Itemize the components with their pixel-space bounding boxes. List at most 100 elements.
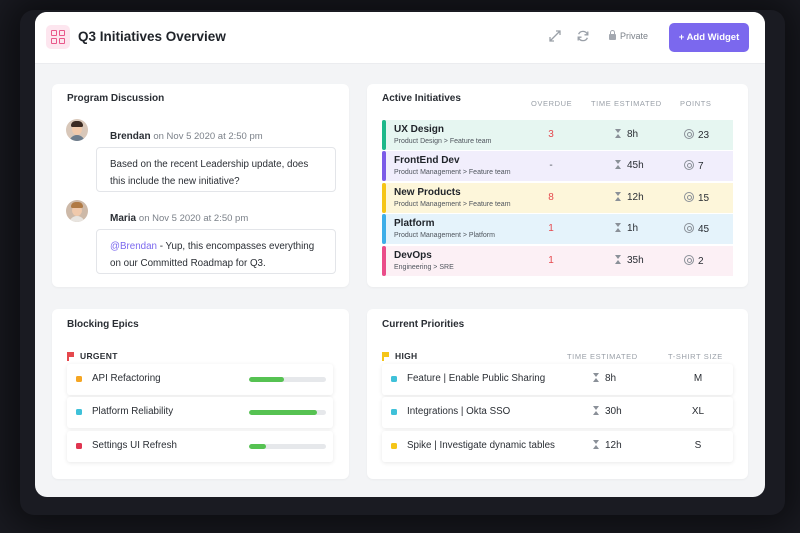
initiative-path: Product Management > Feature team — [394, 169, 511, 176]
dashboard-window: Q3 Initiatives Overview Private + Add Wi… — [35, 12, 765, 497]
message-timestamp: on Nov 5 2020 at 2:50 pm — [138, 213, 249, 224]
current-priorities-card: Current Priorities HIGH TIME ESTIMATED T… — [367, 309, 748, 479]
message-text: - Yup, this encompasses everything — [157, 241, 315, 252]
time-value: 45h — [627, 160, 644, 171]
points-value: 2 — [698, 256, 704, 267]
initiative-color-bar — [382, 246, 386, 276]
points-icon — [684, 223, 694, 233]
time-value: 8h — [627, 129, 639, 140]
card-title: Current Priorities — [382, 319, 465, 330]
message-bubble: Based on the recent Leadership update, d… — [96, 147, 336, 192]
expand-icon[interactable] — [547, 29, 563, 45]
add-widget-button[interactable]: + Add Widget — [669, 23, 749, 52]
time-estimated: 35h — [615, 255, 644, 266]
time-value: 35h — [627, 255, 644, 266]
overdue-count: 3 — [548, 129, 554, 140]
progress-bar — [249, 410, 326, 415]
group-label: HIGH — [395, 351, 418, 361]
initiative-name: DevOps — [394, 250, 432, 261]
priority-name: Integrations | Okta SSO — [407, 406, 511, 417]
points: 2 — [684, 255, 704, 267]
time-value: 12h — [605, 440, 622, 451]
time-value: 30h — [605, 406, 622, 417]
message-bubble: @Brendan - Yup, this encompasses everyth… — [96, 229, 336, 274]
time-estimated: 45h — [615, 160, 644, 171]
overdue-count: 1 — [548, 223, 554, 234]
avatar — [66, 119, 88, 141]
message-header: Brendan on Nov 5 2020 at 2:50 pm — [110, 131, 263, 142]
hourglass-icon — [615, 192, 621, 201]
avatar — [66, 200, 88, 222]
status-dot — [76, 376, 82, 382]
hourglass-icon — [593, 440, 599, 449]
message-timestamp: on Nov 5 2020 at 2:50 pm — [153, 131, 263, 142]
column-header-overdue: OVERDUE — [531, 99, 573, 108]
overdue-count: 8 — [548, 192, 554, 203]
epic-row[interactable]: API Refactoring — [67, 364, 333, 395]
time-value: 1h — [627, 223, 639, 234]
hourglass-icon — [593, 373, 599, 382]
initiative-row[interactable]: Platform Product Management > Platform 1 1h… — [382, 214, 733, 244]
priority-row[interactable]: Spike | Investigate dynamic tables 12h S — [382, 431, 733, 462]
time-value: 12h — [627, 192, 644, 203]
initiative-row[interactable]: FrontEnd Dev Product Management > Feature… — [382, 151, 733, 181]
priority-name: Feature | Enable Public Sharing — [407, 373, 546, 384]
status-dot — [391, 409, 397, 415]
progress-bar — [249, 444, 326, 449]
hourglass-icon — [593, 406, 599, 415]
status-dot — [391, 443, 397, 449]
initiative-color-bar — [382, 183, 386, 213]
points-value: 23 — [698, 130, 710, 141]
author-name: Brendan — [110, 131, 151, 142]
progress-fill — [249, 444, 266, 449]
time-value: 8h — [605, 373, 617, 384]
initiative-row[interactable]: New Products Product Management > Feature… — [382, 183, 733, 213]
epic-row[interactable]: Settings UI Refresh — [67, 431, 333, 462]
initiative-path: Product Management > Platform — [394, 232, 495, 239]
message-header: Maria on Nov 5 2020 at 2:50 pm — [110, 213, 248, 224]
refresh-icon[interactable] — [575, 29, 591, 45]
message-text: on our Committed Roadmap for Q3. — [110, 258, 266, 269]
flag-icon — [67, 352, 75, 361]
user-mention[interactable]: @Brendan — [110, 241, 157, 252]
message-text: this include the new initiative? — [110, 176, 240, 187]
lock-icon — [609, 30, 616, 40]
top-bar: Q3 Initiatives Overview Private + Add Wi… — [35, 12, 765, 64]
tshirt-size: XL — [691, 406, 705, 417]
time-estimated: 12h — [615, 192, 644, 203]
points-value: 7 — [698, 161, 704, 172]
initiative-name: FrontEnd Dev — [394, 155, 460, 166]
privacy-toggle[interactable]: Private — [609, 30, 649, 41]
overdue-count: 1 — [548, 255, 554, 266]
time-estimated: 30h — [593, 406, 622, 417]
initiative-row[interactable]: DevOps Engineering > SRE 1 35h 2 — [382, 246, 733, 276]
column-header-points: POINTS — [680, 99, 712, 108]
points-icon — [684, 255, 694, 265]
column-header-time-estimated: TIME ESTIMATED — [567, 352, 638, 361]
initiative-name: UX Design — [394, 124, 445, 135]
time-estimated: 8h — [615, 129, 638, 140]
privacy-label: Private — [620, 31, 649, 41]
points-value: 15 — [698, 193, 710, 204]
overdue-count: - — [549, 160, 553, 171]
initiative-name: New Products — [394, 187, 461, 198]
progress-fill — [249, 377, 284, 382]
message-text: Based on the recent Leadership update, d… — [110, 159, 309, 170]
initiative-color-bar — [382, 151, 386, 181]
priority-row[interactable]: Feature | Enable Public Sharing 8h M — [382, 364, 733, 395]
points-icon — [684, 192, 694, 202]
hourglass-icon — [615, 160, 621, 169]
points: 45 — [684, 223, 709, 235]
priority-row[interactable]: Integrations | Okta SSO 30h XL — [382, 397, 733, 428]
card-title: Blocking Epics — [67, 319, 139, 330]
initiative-row[interactable]: UX Design Product Design > Feature team 3 8… — [382, 120, 733, 150]
priority-name: Spike | Investigate dynamic tables — [407, 440, 555, 451]
column-header-time-estimated: TIME ESTIMATED — [591, 99, 662, 108]
epic-name: Platform Reliability — [92, 406, 174, 417]
active-initiatives-card: Active Initiatives OVERDUE TIME ESTIMATE… — [367, 84, 748, 287]
hourglass-icon — [615, 255, 621, 264]
points-icon — [684, 160, 694, 170]
flag-icon — [382, 352, 390, 361]
hourglass-icon — [615, 129, 621, 138]
epic-row[interactable]: Platform Reliability — [67, 397, 333, 428]
